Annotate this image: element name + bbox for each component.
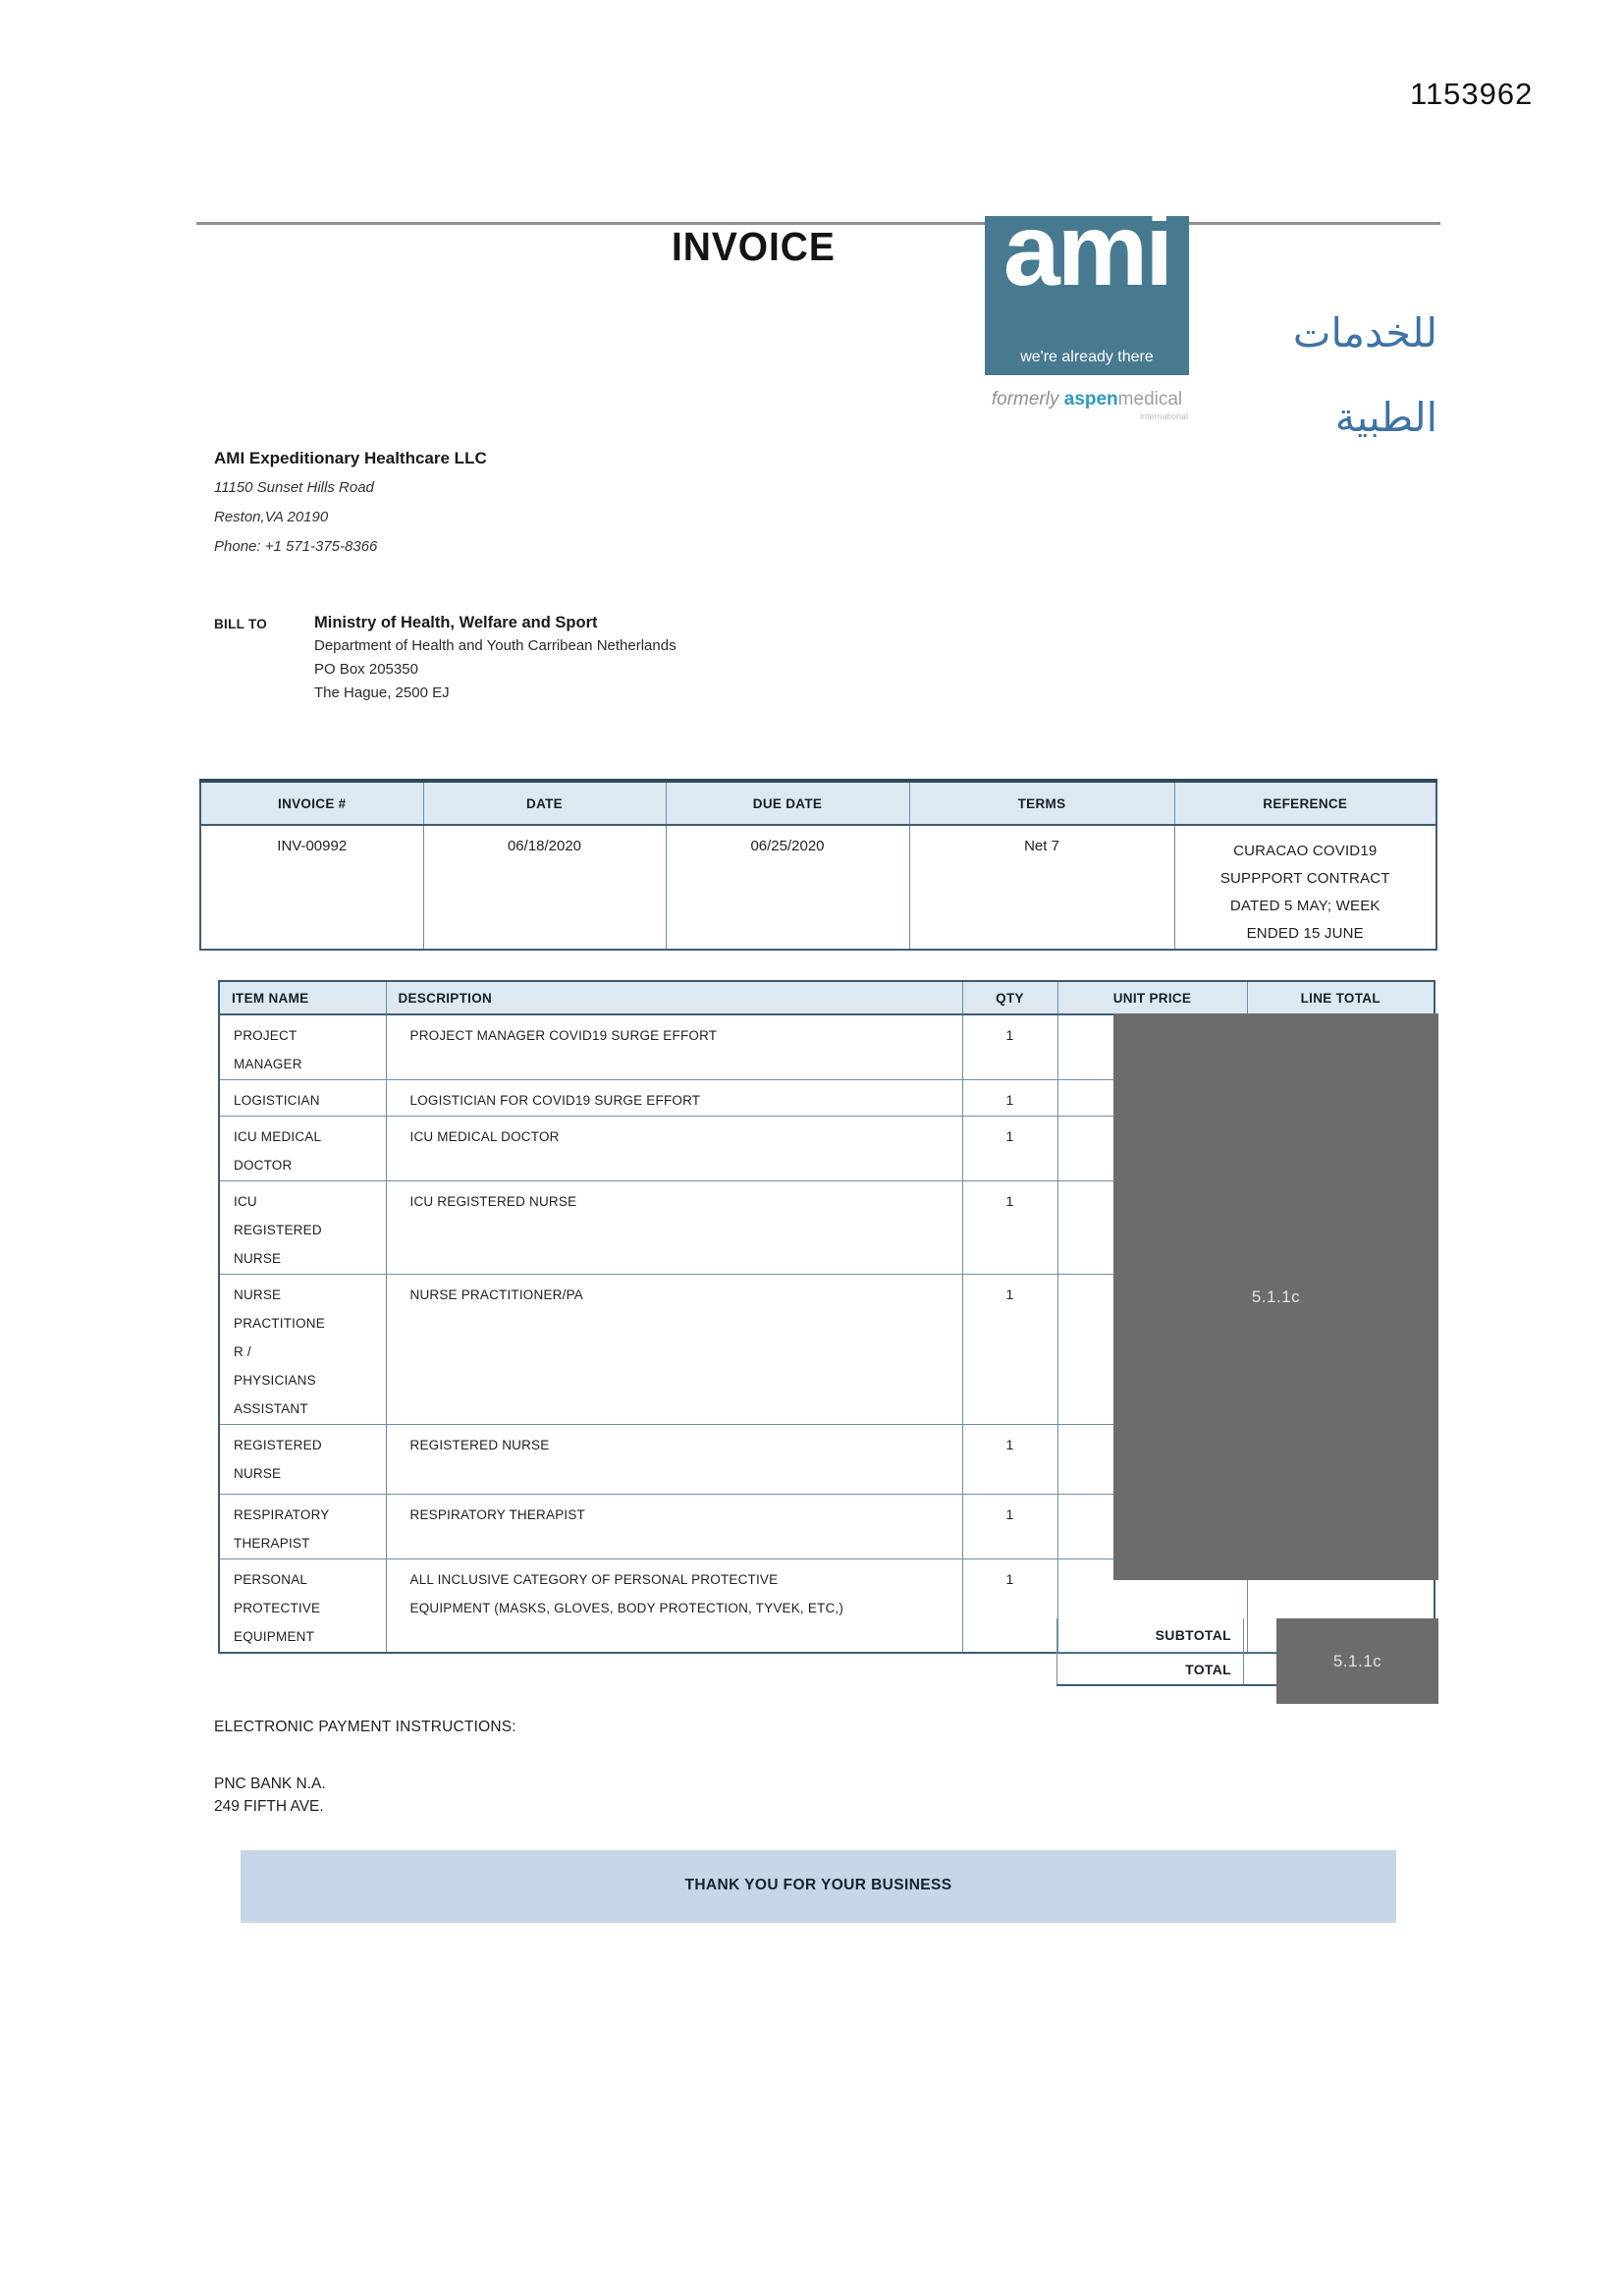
- company-address-block: AMI Expeditionary Healthcare LLC 11150 S…: [214, 444, 487, 562]
- company-name: AMI Expeditionary Healthcare LLC: [214, 449, 487, 467]
- summary-block: SUBTOTAL TOTAL: [1056, 1618, 1428, 1686]
- items-header-item-name: ITEM NAME: [218, 980, 387, 1015]
- meta-header-row: INVOICE # DATE DUE DATE TERMS REFERENCE: [199, 780, 1437, 826]
- aspen-brand: aspen: [1063, 389, 1118, 410]
- description-cell: ICU REGISTERED NURSE: [385, 1180, 963, 1275]
- redaction-box-prices: 5.1.1c: [1113, 1013, 1438, 1580]
- company-street: 11150 Sunset Hills Road: [214, 479, 374, 496]
- item-name-cell: PROJECT MANAGER: [218, 1013, 387, 1080]
- item-name-cell: RESPIRATORY THERAPIST: [218, 1494, 387, 1559]
- invoice-number-value: INV-00992: [199, 824, 424, 951]
- redaction-code: 5.1.1c: [1332, 1651, 1382, 1670]
- qty-cell: 1: [961, 1079, 1058, 1117]
- qty-cell: 1: [961, 1274, 1058, 1425]
- thank-you-text: THANK YOU FOR YOUR BUSINESS: [684, 1877, 952, 1893]
- due-date-value: 06/25/2020: [665, 824, 910, 951]
- meta-header-due-date: DUE DATE: [665, 780, 910, 826]
- terms-value: Net 7: [908, 824, 1175, 951]
- arabic-services-text: للخدمات الطبية: [1292, 309, 1437, 441]
- formerly-aspen-medical: formerly aspenmedical: [985, 389, 1189, 410]
- client-line2: PO Box 205350: [314, 661, 418, 678]
- items-header-unit-price: UNIT PRICE: [1056, 980, 1248, 1015]
- ami-logo: ami we're already there: [985, 193, 1189, 375]
- qty-cell: 1: [961, 1494, 1058, 1559]
- description-cell: REGISTERED NURSE: [385, 1424, 963, 1495]
- medical-brand: medical: [1117, 389, 1183, 410]
- total-underline: [1056, 1684, 1427, 1686]
- subtotal-label: SUBTOTAL: [1056, 1618, 1244, 1653]
- meta-header-invoice-no: INVOICE #: [199, 780, 424, 826]
- items-header-description: DESCRIPTION: [385, 980, 963, 1015]
- items-header-row: ITEM NAME DESCRIPTION QTY UNIT PRICE LIN…: [218, 980, 1435, 1015]
- qty-cell: 1: [961, 1424, 1058, 1495]
- item-name-cell: PERSONAL PROTECTIVE EQUIPMENT: [218, 1558, 387, 1654]
- items-header-qty: QTY: [961, 980, 1058, 1015]
- redaction-box-totals: 5.1.1c: [1276, 1618, 1438, 1704]
- item-name-cell: ICU REGISTERED NURSE: [218, 1180, 387, 1275]
- company-city: Reston,VA 20190: [214, 509, 329, 525]
- meta-value-row: INV-00992 06/18/2020 06/25/2020 Net 7 CU…: [199, 824, 1437, 951]
- meta-header-date: DATE: [422, 780, 667, 826]
- total-label: TOTAL: [1056, 1653, 1244, 1686]
- bill-to-block: Ministry of Health, Welfare and Sport De…: [314, 611, 677, 705]
- item-name-cell: NURSE PRACTITIONE R / PHYSICIANS ASSISTANT: [218, 1274, 387, 1425]
- payment-instructions-heading: ELECTRONIC PAYMENT INSTRUCTIONS:: [214, 1719, 516, 1735]
- description-cell: NURSE PRACTITIONER/PA: [385, 1274, 963, 1425]
- item-name-cell: REGISTERED NURSE: [218, 1424, 387, 1495]
- qty-cell: 1: [961, 1558, 1058, 1654]
- top-divider: [196, 222, 1440, 225]
- client-line1: Department of Health and Youth Carribean…: [314, 637, 677, 654]
- bank-name: PNC BANK N.A.: [214, 1776, 326, 1792]
- client-name: Ministry of Health, Welfare and Sport: [314, 614, 598, 631]
- thank-you-banner: THANK YOU FOR YOUR BUSINESS: [241, 1850, 1396, 1923]
- qty-cell: 1: [961, 1116, 1058, 1181]
- company-phone: Phone: +1 571-375-8366: [214, 538, 378, 555]
- qty-cell: 1: [961, 1013, 1058, 1080]
- description-cell: LOGISTICIAN FOR COVID19 SURGE EFFORT: [385, 1079, 963, 1117]
- items-header-line-total: LINE TOTAL: [1246, 980, 1435, 1015]
- reference-value: CURACAO COVID19 SUPPPORT CONTRACT DATED 5 …: [1173, 824, 1437, 951]
- bill-to-label: BILL TO: [214, 617, 268, 631]
- meta-header-reference: REFERENCE: [1173, 780, 1437, 826]
- item-row: RESPIRATORY THERAPIST RESPIRATORY THERAPIS…: [218, 1494, 1435, 1559]
- description-cell: RESPIRATORY THERAPIST: [385, 1494, 963, 1559]
- item-name-cell: ICU MEDICAL DOCTOR: [218, 1116, 387, 1181]
- redaction-code: 5.1.1c: [1251, 1286, 1301, 1306]
- item-name-cell: LOGISTICIAN: [218, 1079, 387, 1117]
- page-title: INVOICE: [672, 224, 836, 269]
- formerly-label: formerly: [991, 389, 1059, 410]
- qty-cell: 1: [961, 1180, 1058, 1275]
- ami-logo-text: ami: [1002, 193, 1173, 307]
- international-label: international: [1139, 411, 1188, 421]
- meta-header-terms: TERMS: [908, 780, 1175, 826]
- bank-address: 249 FIFTH AVE.: [214, 1798, 324, 1815]
- description-cell: ICU MEDICAL DOCTOR: [385, 1116, 963, 1181]
- invoice-date-value: 06/18/2020: [422, 824, 667, 951]
- client-line3: The Hague, 2500 EJ: [314, 684, 450, 701]
- description-cell: ALL INCLUSIVE CATEGORY OF PERSONAL PROTE…: [385, 1558, 963, 1654]
- ami-logo-tagline: we're already there: [1020, 349, 1154, 365]
- description-cell: PROJECT MANAGER COVID19 SURGE EFFORT: [385, 1013, 963, 1080]
- document-number: 1153962: [1410, 77, 1534, 111]
- invoice-meta-table: INVOICE # DATE DUE DATE TERMS REFERENCE …: [199, 779, 1437, 951]
